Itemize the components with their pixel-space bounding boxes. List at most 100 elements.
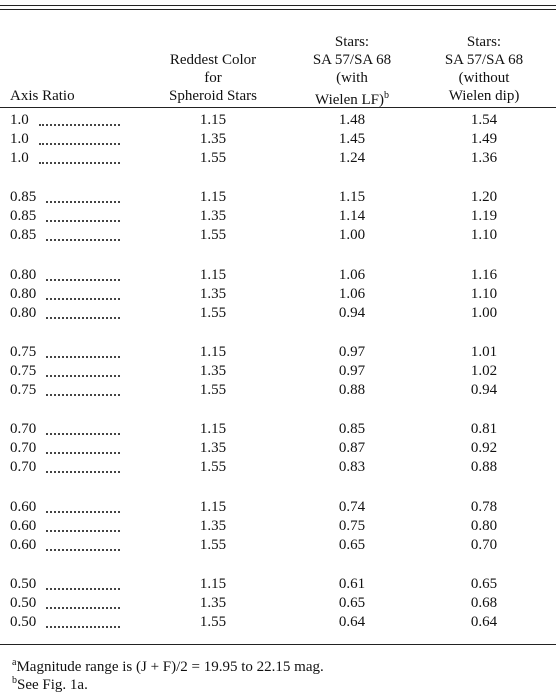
cell: 0.97	[338, 343, 366, 360]
cell: 1.06	[338, 285, 366, 302]
leader-dots	[46, 548, 120, 551]
header-rule	[0, 107, 556, 108]
axis-ratio: 0.60	[10, 517, 37, 534]
cell: 0.94	[338, 304, 366, 321]
axis-ratio: 0.85	[10, 227, 37, 244]
cell: 1.15	[199, 498, 227, 515]
cell: 0.78	[470, 498, 498, 515]
cell: 1.19	[470, 208, 498, 225]
leader-dots	[46, 201, 120, 204]
header-text: for	[204, 70, 222, 86]
cell: 1.55	[199, 304, 227, 321]
leader-dots	[46, 452, 120, 455]
axis-ratio: 1.0	[10, 131, 29, 147]
axis-ratio: 0.70	[10, 440, 37, 457]
column-header: (without	[459, 69, 510, 87]
header-text: (with	[336, 70, 368, 86]
cell: 0.74	[338, 498, 366, 515]
column-header: Stars:	[467, 33, 501, 51]
cell: 1.01	[470, 343, 498, 360]
axis-ratio: 0.75	[10, 362, 37, 379]
cell: 0.65	[338, 594, 366, 611]
cell: 1.16	[470, 266, 498, 283]
cell: 0.87	[338, 440, 366, 457]
column-header: for	[204, 69, 222, 87]
cell: 1.20	[470, 189, 498, 206]
header-text: Stars:	[334, 34, 370, 50]
cell: 1.55	[199, 536, 227, 553]
leader-dots	[38, 162, 120, 164]
cell: 1.55	[199, 381, 227, 398]
leader-dots	[46, 529, 120, 532]
leader-dots	[46, 278, 120, 281]
cell: 1.48	[338, 112, 366, 128]
header-text: Spheroid Stars	[169, 88, 257, 104]
column-header: SA 57/SA 68	[445, 51, 523, 69]
leader-dots	[46, 510, 120, 513]
axis-ratio: 0.80	[10, 285, 37, 302]
header-text: SA 57/SA 68	[444, 52, 524, 68]
column-header: Wielen dip)	[449, 87, 520, 105]
cell: 1.14	[338, 208, 366, 225]
cell: 1.55	[199, 227, 227, 244]
cell: 1.15	[199, 266, 227, 283]
cell: 1.49	[470, 131, 498, 147]
header-text: Wielen LF)	[315, 92, 384, 108]
leader-dots	[46, 587, 120, 590]
cell: 0.64	[338, 613, 366, 630]
cell: 0.81	[470, 421, 498, 438]
cell: 0.97	[338, 362, 366, 379]
column-header: Spheroid Stars	[169, 87, 257, 105]
cell: 1.10	[470, 227, 498, 244]
bottom-rule	[0, 644, 556, 645]
cell: 1.35	[199, 594, 227, 611]
cell: 1.36	[470, 150, 498, 166]
header-text: Wielen dip)	[448, 88, 520, 104]
column-header: Stars:	[335, 33, 369, 51]
cell: 0.92	[470, 440, 498, 457]
cell: 1.55	[199, 459, 227, 476]
cell: 1.35	[199, 285, 227, 302]
cell: 0.83	[338, 459, 366, 476]
axis-ratio: 0.60	[10, 536, 37, 553]
footnote-mark: b	[383, 90, 389, 101]
header-text: Stars:	[466, 34, 502, 50]
cell: 0.94	[470, 381, 498, 398]
cell: 0.61	[338, 575, 366, 592]
axis-ratio: 0.50	[10, 575, 37, 592]
footnote-text: See Fig. 1a.	[17, 677, 88, 693]
cell: 0.75	[338, 517, 366, 534]
axis-ratio: 0.80	[10, 304, 37, 321]
cell: 1.06	[338, 266, 366, 283]
cell: 0.65	[338, 536, 366, 553]
footnote-mark: a	[12, 657, 17, 668]
cell: 0.88	[338, 381, 366, 398]
cell: 1.15	[199, 112, 227, 128]
header-text: SA 57/SA 68	[312, 52, 392, 68]
axis-ratio: 0.75	[10, 381, 37, 398]
axis-ratio: 0.70	[10, 421, 37, 438]
cell: 1.54	[470, 112, 498, 128]
leader-dots	[46, 355, 120, 358]
cell: 1.15	[199, 343, 227, 360]
cell: 1.35	[199, 362, 227, 379]
header-text: Reddest Color	[169, 52, 257, 68]
cell: 0.68	[470, 594, 498, 611]
cell: 0.85	[338, 421, 366, 438]
cell: 1.45	[338, 131, 366, 147]
leader-dots	[38, 143, 120, 145]
header-text: (without	[458, 70, 510, 86]
footnote: aMagnitude range is (J + F)/2 = 19.95 to…	[12, 654, 324, 675]
axis-ratio: 1.0	[10, 112, 29, 128]
cell: 1.15	[199, 575, 227, 592]
leader-dots	[46, 220, 120, 223]
cell: 1.00	[470, 304, 498, 321]
cell: 0.80	[470, 517, 498, 534]
leader-dots	[46, 625, 120, 628]
leader-dots	[46, 239, 120, 242]
column-header: Wielen LF)b	[315, 87, 389, 108]
axis-ratio: 1.0	[10, 150, 29, 166]
cell: 0.65	[470, 575, 498, 592]
footnote: bSee Fig. 1a.	[12, 672, 88, 693]
